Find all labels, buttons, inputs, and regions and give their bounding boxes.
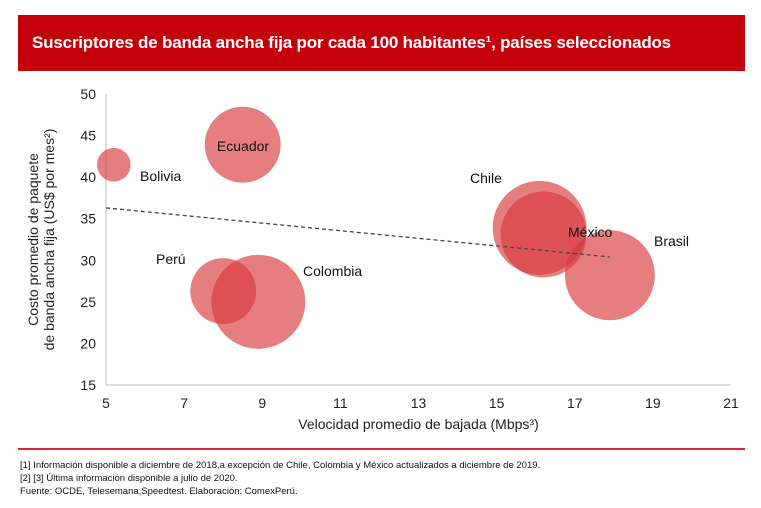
footnote: [2] [3] Última información disponible a … (20, 473, 238, 484)
title-bar: Suscriptores de banda ancha fija por cad… (18, 15, 745, 71)
y-tick-label: 50 (80, 86, 96, 102)
x-tick-label: 5 (102, 395, 110, 411)
bubble-bolivia (96, 147, 131, 182)
bubble-méxico (500, 191, 587, 278)
data-label: Colombia (303, 263, 362, 279)
bubble-chart: 15 20 25 30 35 40 45 50 5 7 9 11 13 15 17 19 21 Velocidad… (25, 86, 739, 432)
x-tick-label: 9 (258, 395, 266, 411)
x-tick-label: 13 (411, 395, 427, 411)
y-tick-label: 15 (80, 377, 96, 393)
y-tick-label: 40 (80, 169, 96, 185)
bubble-brasil (564, 230, 655, 321)
data-label: Bolivia (140, 168, 181, 184)
x-tick-label: 17 (567, 395, 583, 411)
x-tick-label: 15 (489, 395, 505, 411)
data-label: Perú (156, 251, 186, 267)
chart-title: Suscriptores de banda ancha fija por cad… (32, 33, 671, 52)
x-tick-label: 7 (180, 395, 188, 411)
y-tick-label: 45 (80, 128, 96, 144)
y-axis-label: Costo promedio de paquete (25, 153, 41, 326)
x-tick-label: 21 (723, 395, 739, 411)
bubble-colombia (211, 254, 306, 349)
x-tick-label: 19 (645, 395, 661, 411)
y-tick-label: 25 (80, 294, 96, 310)
footer-divider (18, 448, 745, 450)
data-label: Ecuador (217, 138, 269, 154)
data-label: México (568, 224, 613, 240)
source-note: Fuente: OCDE, Telesemana,Speedtest. Elab… (20, 486, 298, 497)
footnotes: [1] Información disponible a diciembre d… (20, 459, 540, 498)
bubble-ecuador (204, 106, 281, 183)
x-axis-label: Velocidad promedio de bajada (Mbps³) (298, 416, 538, 432)
data-label: Brasil (654, 233, 689, 249)
footnote: [1] Información disponible a diciembre d… (20, 460, 541, 471)
y-axis-label: de banda ancha fija (US$ por mes²) (41, 129, 57, 351)
data-label: Chile (470, 170, 502, 186)
y-tick-label: 35 (80, 211, 96, 227)
y-tick-label: 20 (80, 335, 96, 351)
x-tick-label: 11 (333, 395, 348, 411)
y-tick-label: 30 (80, 252, 96, 268)
trend-line (105, 207, 610, 258)
